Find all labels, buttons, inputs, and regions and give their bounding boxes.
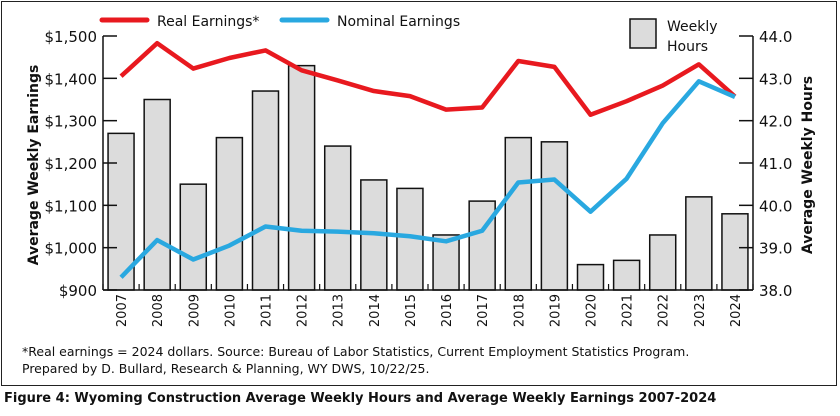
y-tick-label-right: 44.0 xyxy=(759,28,792,46)
y-axis-title-left: Average Weekly Earnings xyxy=(26,65,42,266)
bar-2010 xyxy=(215,136,244,291)
x-tick-label: 2017 xyxy=(476,294,491,327)
y-tick-label-right: 42.0 xyxy=(759,113,792,131)
x-tick-label: 2024 xyxy=(729,294,744,327)
x-tick-label: 2012 xyxy=(296,294,311,327)
footnote-prepared: Prepared by D. Bullard, Research & Plann… xyxy=(22,361,430,376)
legend-hours-label-2: Hours xyxy=(667,39,708,55)
bar-2016 xyxy=(432,234,460,291)
legend-real-label: Real Earnings* xyxy=(157,14,259,30)
x-tick-label: 2008 xyxy=(151,294,166,327)
y-tick-label-left: $900 xyxy=(59,282,97,300)
legend-nominal-label: Nominal Earnings xyxy=(337,14,460,30)
y-tick-label-right: 40.0 xyxy=(759,197,792,215)
x-tick-label: 2016 xyxy=(440,294,455,327)
chart-frame xyxy=(1,1,837,386)
x-tick-label: 2013 xyxy=(332,294,347,327)
x-tick-label: 2014 xyxy=(368,294,383,327)
bar-2022 xyxy=(648,234,677,291)
x-tick-label: 2011 xyxy=(260,294,275,327)
y-tick-label-left: $1,400 xyxy=(45,70,98,88)
x-tick-label: 2018 xyxy=(512,294,527,327)
x-tick-label: 2022 xyxy=(657,294,672,327)
y-tick-label-right: 43.0 xyxy=(759,70,792,88)
figure-caption: Figure 4: Wyoming Construction Average W… xyxy=(4,391,717,406)
y-tick-label-left: $1,500 xyxy=(45,28,98,46)
legend-hours-swatch xyxy=(629,18,657,49)
y-tick-label-left: $1,100 xyxy=(45,197,98,215)
bar-2019 xyxy=(540,141,569,291)
bar-2011 xyxy=(251,90,280,291)
y-tick-label-right: 41.0 xyxy=(759,155,792,173)
x-tick-label: 2010 xyxy=(223,294,238,327)
bar-2012 xyxy=(287,64,316,291)
y-tick-label-left: $1,300 xyxy=(45,113,98,131)
y-tick-label-right: 39.0 xyxy=(759,240,792,258)
y-tick-label-left: $1,200 xyxy=(45,155,98,173)
x-tick-label: 2021 xyxy=(621,294,636,327)
x-tick-label: 2019 xyxy=(548,294,563,327)
bar-2021 xyxy=(612,259,641,291)
y-axis-title-right: Average Weekly Hours xyxy=(800,76,816,254)
bar-2020 xyxy=(576,263,605,291)
x-tick-label: 2020 xyxy=(585,294,600,327)
y-tick-label-left: $1,000 xyxy=(45,240,98,258)
chart: $900 $1,000 $1,100 $1,200 $1,300 $1,400 $1,500… xyxy=(26,14,816,327)
x-tick-label: 2007 xyxy=(115,294,130,327)
bar-2023 xyxy=(685,196,713,291)
bar-2018 xyxy=(504,136,533,291)
x-tick-label: 2023 xyxy=(693,294,708,327)
bar-2009 xyxy=(179,183,208,291)
bar-2013 xyxy=(323,145,352,291)
footnote-source: *Real earnings = 2024 dollars. Source: B… xyxy=(22,344,690,359)
real-earnings-line xyxy=(119,40,737,117)
y-tick-label-right: 38.0 xyxy=(759,282,792,300)
bar-2008 xyxy=(143,98,171,291)
nominal-earnings-line xyxy=(119,79,736,279)
x-tick-label: 2015 xyxy=(404,294,419,327)
bar-2017 xyxy=(468,200,496,291)
legend-hours-label-1: Weekly xyxy=(667,19,718,35)
bar-2024 xyxy=(721,213,749,291)
x-tick-label: 2009 xyxy=(187,294,202,327)
